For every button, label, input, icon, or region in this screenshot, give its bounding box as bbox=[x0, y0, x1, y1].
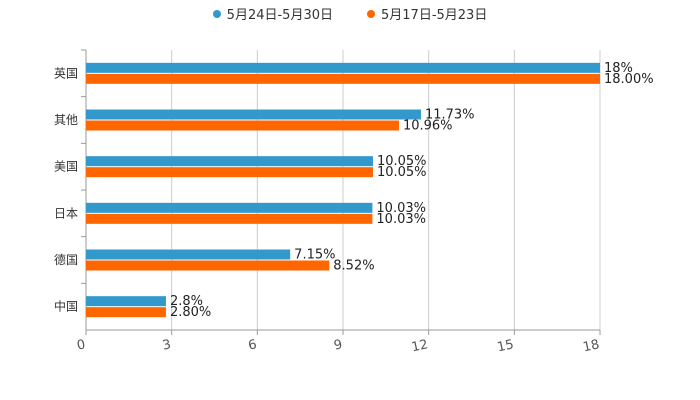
data-label-s1-2: 10.05% bbox=[377, 154, 427, 169]
legend-label-series-2: 5月17日-5月23日 bbox=[381, 8, 488, 23]
y-tick-label-5: 中国 bbox=[54, 299, 78, 314]
data-label-s2-3: 10.03% bbox=[376, 212, 426, 227]
x-tick-label-6: 18 bbox=[582, 337, 601, 355]
data-label-s1-1: 11.73% bbox=[425, 108, 475, 123]
x-tick-label-4: 12 bbox=[410, 337, 429, 355]
x-tick-label-3: 9 bbox=[333, 337, 344, 353]
y-tick-label-3: 日本 bbox=[54, 206, 78, 220]
bar-s1-1 bbox=[86, 109, 421, 120]
x-tick-label-5: 15 bbox=[496, 337, 515, 355]
legend-marker-series-1 bbox=[212, 9, 221, 18]
data-label-s2-4: 8.52% bbox=[333, 259, 374, 274]
data-label-s1-0: 18% bbox=[604, 61, 633, 76]
data-label-s2-1: 10.96% bbox=[403, 119, 453, 134]
bar-s2-5 bbox=[86, 307, 166, 318]
legend-item-series-1[interactable]: 5月24日-5月30日 bbox=[212, 4, 333, 23]
y-tick-label-4: 德国 bbox=[54, 252, 78, 267]
bar-s1-5 bbox=[86, 296, 166, 307]
bar-s1-4 bbox=[86, 249, 291, 260]
bar-s1-2 bbox=[86, 156, 373, 167]
legend-item-series-2[interactable]: 5月17日-5月23日 bbox=[367, 4, 487, 23]
bar-s2-3 bbox=[86, 213, 373, 224]
bar-s2-4 bbox=[86, 260, 330, 271]
bar-s2-2 bbox=[86, 167, 373, 178]
x-tick-label-2: 6 bbox=[247, 337, 258, 353]
bar-s2-1 bbox=[86, 120, 399, 131]
y-tick-label-0: 英国 bbox=[54, 66, 78, 80]
data-label-s2-0: 18.00% bbox=[604, 72, 654, 87]
data-label-s1-4: 7.15% bbox=[294, 248, 335, 263]
bar-s1-3 bbox=[86, 202, 373, 213]
bar-s2-0 bbox=[86, 73, 600, 84]
data-label-s2-5: 2.80% bbox=[170, 305, 211, 320]
data-label-s2-2: 10.05% bbox=[377, 165, 427, 180]
y-tick-label-2: 美国 bbox=[54, 160, 78, 174]
bar-s1-0 bbox=[86, 62, 600, 73]
legend-marker-series-2 bbox=[367, 9, 375, 18]
x-tick-label-1: 3 bbox=[161, 337, 172, 353]
y-tick-label-1: 其他 bbox=[54, 113, 78, 127]
legend: 5月24日-5月30日 5月17日-5月23日 bbox=[0, 4, 700, 23]
data-label-s1-5: 2.8% bbox=[170, 294, 203, 309]
data-label-s1-3: 10.03% bbox=[376, 201, 426, 216]
x-tick-label-0: 0 bbox=[76, 337, 87, 353]
legend-label-series-1: 5月24日-5月30日 bbox=[226, 8, 333, 23]
